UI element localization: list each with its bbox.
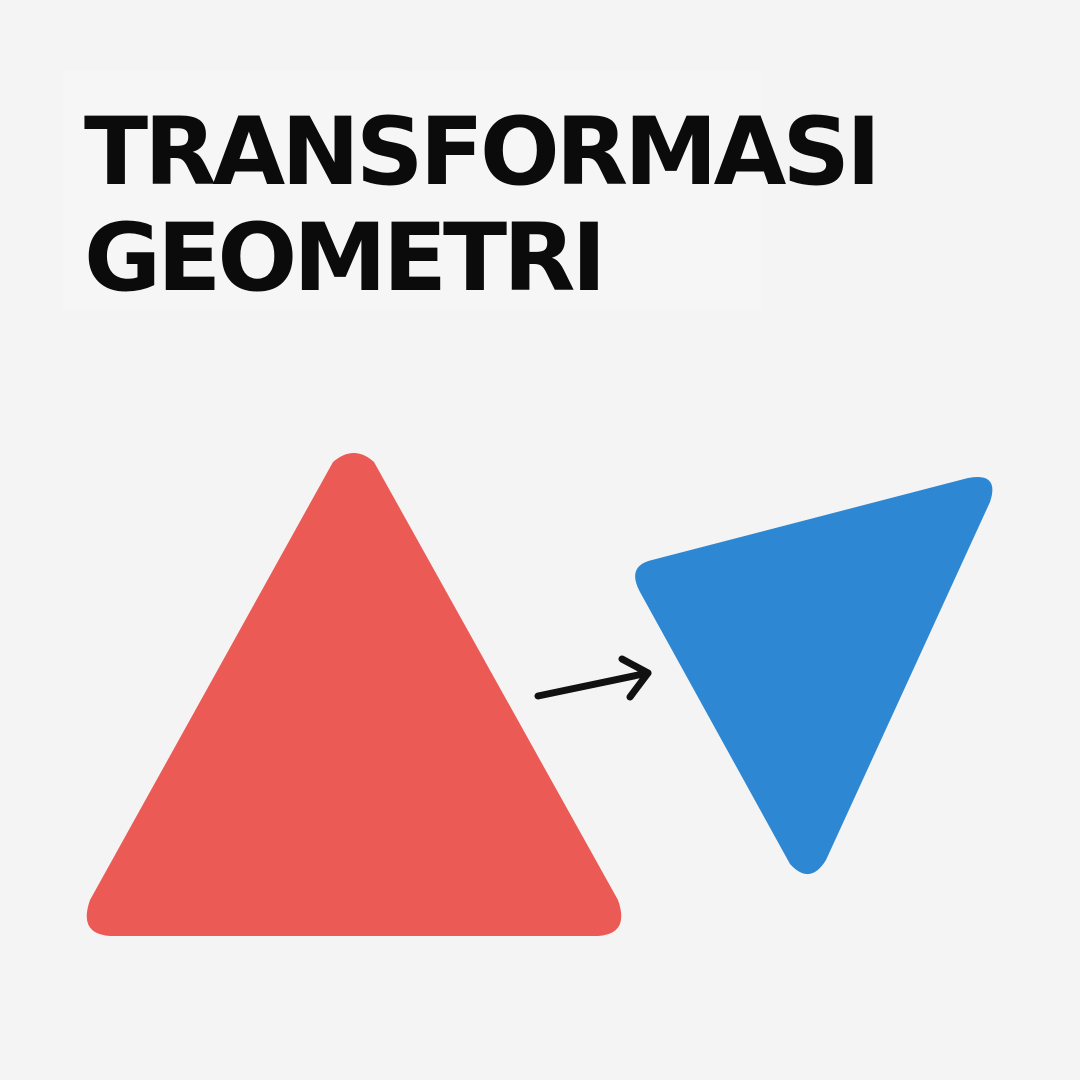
title-line-2: GEOMETRI — [84, 204, 607, 313]
page-title: TRANSFORMASI GEOMETRI — [84, 98, 881, 313]
right-arrow-icon — [534, 655, 652, 701]
transformed-triangle — [635, 477, 993, 875]
title-line-1: TRANSFORMASI — [84, 98, 881, 207]
original-triangle — [86, 453, 622, 936]
arrow-head — [618, 655, 652, 701]
title-panel — [62, 70, 762, 310]
arrow-shaft — [534, 669, 652, 700]
